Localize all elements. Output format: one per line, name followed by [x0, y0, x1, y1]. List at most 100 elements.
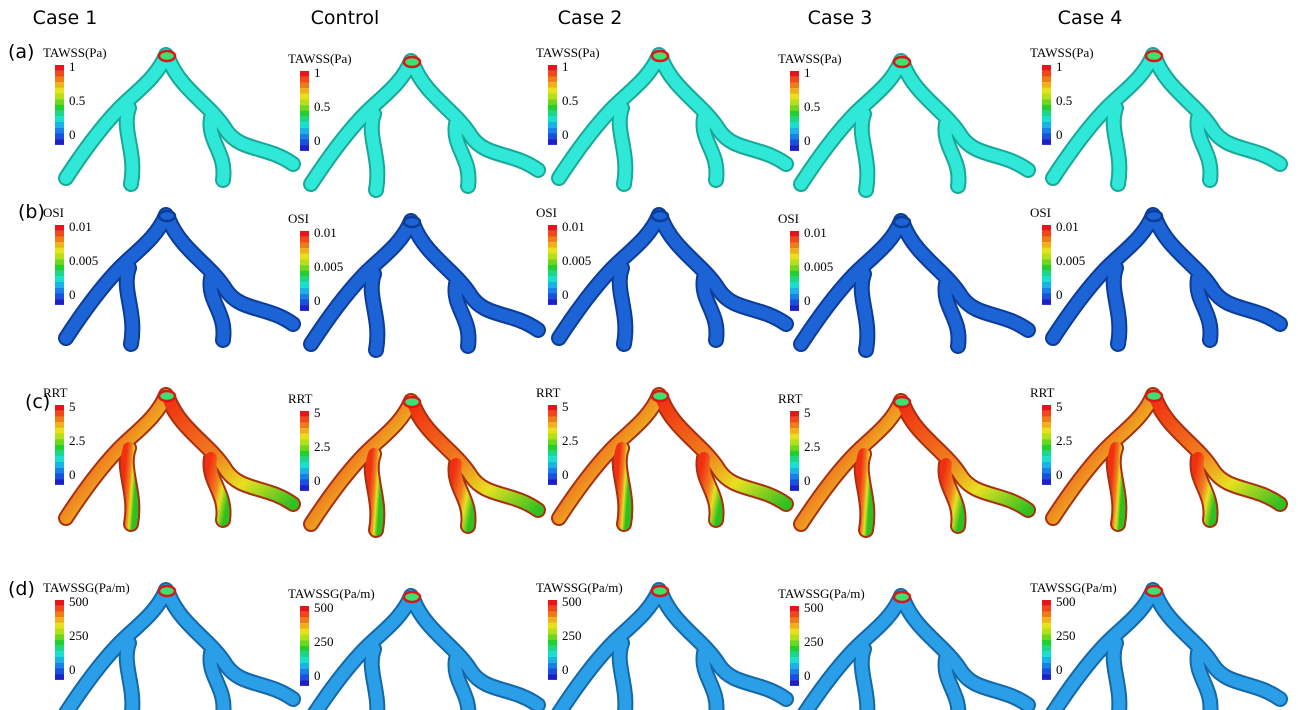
colorbar-band	[1042, 634, 1051, 640]
colorbar-band	[1042, 462, 1051, 468]
colorbar-band	[548, 651, 557, 657]
colorbar-band	[1042, 71, 1051, 77]
colorbar-tick: 500	[314, 600, 334, 615]
colorbar-band	[55, 276, 64, 282]
colorbar-band	[790, 294, 799, 300]
colorbar-band	[1042, 133, 1051, 139]
colorbar-title: OSI	[536, 205, 557, 220]
colorbar-band	[1042, 439, 1051, 445]
panel: TAWSS(Pa)10.50	[1030, 45, 1280, 184]
colorbar-band	[55, 299, 64, 305]
colorbar-band	[1042, 428, 1051, 434]
colorbar-band	[55, 242, 64, 248]
colorbar-band	[300, 237, 309, 243]
colorbar-band	[300, 462, 309, 468]
panel: TAWSS(Pa)10.50	[778, 51, 1028, 190]
colorbar-band	[790, 640, 799, 646]
colorbar-tick: 5	[804, 405, 811, 420]
colorbar-tick: 0	[1056, 662, 1063, 677]
colorbar-band	[790, 237, 799, 243]
colorbar-band	[300, 134, 309, 140]
vessel	[559, 51, 786, 184]
colorbar-band	[790, 445, 799, 451]
colorbar-band	[300, 617, 309, 623]
colorbar-band	[1042, 646, 1051, 652]
colorbar-band	[1042, 657, 1051, 663]
colorbar-band	[300, 145, 309, 151]
colorbar-tick: 0	[314, 668, 321, 683]
colorbar-band	[790, 606, 799, 612]
colorbar-band	[300, 248, 309, 254]
colorbar-band	[1042, 456, 1051, 462]
colorbar-band	[548, 640, 557, 646]
colorbar-band	[55, 411, 64, 417]
colorbar-band	[55, 288, 64, 294]
colorbar-band	[300, 271, 309, 277]
colorbar-band	[1042, 663, 1051, 669]
vessel	[311, 397, 538, 530]
colorbar-title: TAWSSG(Pa/m)	[536, 580, 623, 595]
colorbar-band	[55, 416, 64, 422]
colorbar-tick: 500	[562, 594, 582, 609]
colorbar-band	[1042, 88, 1051, 94]
colorbar-tick: 2.5	[804, 439, 820, 454]
colorbar-band	[300, 277, 309, 283]
vessel-body	[311, 596, 538, 710]
colorbar-band	[1042, 479, 1051, 485]
vessel-inlet	[159, 51, 175, 61]
colorbar-band	[55, 468, 64, 474]
colorbar-band	[548, 600, 557, 606]
colorbar-band	[790, 629, 799, 635]
row-label: (d)	[8, 578, 35, 600]
colorbar-band	[55, 139, 64, 145]
colorbar-band	[1042, 236, 1051, 242]
colorbar-band	[548, 439, 557, 445]
colorbar-band	[548, 416, 557, 422]
vessel	[66, 586, 293, 710]
colorbar-band	[55, 248, 64, 254]
colorbar-band	[55, 640, 64, 646]
colorbar-band	[55, 473, 64, 479]
colorbar-band	[1042, 451, 1051, 457]
colorbar-band	[790, 282, 799, 288]
colorbar-band	[1042, 276, 1051, 282]
colorbar-tick: 0	[562, 127, 569, 142]
figure: Case 1ControlCase 2Case 3Case 4(a)TAWSS(…	[0, 0, 1298, 710]
colorbar-band	[55, 445, 64, 451]
colorbar-band	[1042, 611, 1051, 617]
colorbar-band	[1042, 617, 1051, 623]
colorbar-band	[548, 248, 557, 254]
colorbar-band	[548, 646, 557, 652]
colorbar-band	[790, 617, 799, 623]
colorbar-band	[1042, 651, 1051, 657]
colorbar-band	[1042, 231, 1051, 237]
colorbar-band	[55, 111, 64, 117]
colorbar-tick: 5	[562, 399, 569, 414]
colorbar-band	[548, 411, 557, 417]
colorbar-band	[790, 260, 799, 266]
colorbar-tick: 0.5	[562, 93, 578, 108]
colorbar-band	[55, 623, 64, 629]
colorbar-tick: 0.005	[314, 259, 343, 274]
colorbar-title: TAWSSG(Pa/m)	[778, 586, 865, 601]
colorbar-tick: 1	[804, 65, 811, 80]
colorbar-band	[300, 260, 309, 266]
colorbar-band	[548, 422, 557, 428]
colorbar-band	[55, 422, 64, 428]
colorbar-tick: 0	[1056, 127, 1063, 142]
colorbar-band	[790, 248, 799, 254]
colorbar-tick: 2.5	[1056, 433, 1072, 448]
colorbar-band	[548, 236, 557, 242]
colorbar-band	[790, 474, 799, 480]
colorbar-band	[790, 271, 799, 277]
colorbar-band	[548, 479, 557, 485]
colorbar-band	[55, 293, 64, 299]
colorbar-band	[55, 434, 64, 440]
colorbar-tick: 0.5	[314, 99, 330, 114]
colorbar-band	[1042, 668, 1051, 674]
colorbar-band	[790, 623, 799, 629]
colorbar-band	[55, 282, 64, 288]
colorbar-band	[300, 657, 309, 663]
